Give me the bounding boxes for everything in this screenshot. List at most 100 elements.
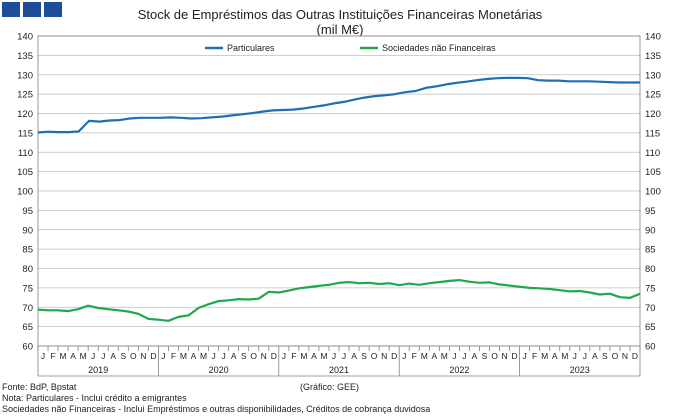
y-tick-label-right: 95 — [645, 206, 656, 217]
x-tick-label: M — [541, 351, 548, 361]
x-tick-label: J — [91, 351, 95, 361]
x-tick-label: J — [221, 351, 225, 361]
y-tick-label-right: 80 — [645, 264, 656, 275]
y-tick-label-right: 110 — [645, 148, 660, 159]
x-tick-label: O — [612, 351, 619, 361]
y-tick-label-left: 105 — [17, 167, 33, 178]
x-tick-label: J — [41, 351, 45, 361]
x-tick-label: A — [592, 351, 598, 361]
legend-label: Particulares — [227, 43, 275, 53]
x-tick-label: N — [381, 351, 387, 361]
y-tick-label-left: 90 — [22, 225, 33, 236]
y-tick-label-right: 60 — [645, 342, 656, 353]
year-label: 2023 — [570, 365, 590, 375]
x-tick-label: M — [320, 351, 327, 361]
x-tick-label: A — [472, 351, 478, 361]
x-tick-label: S — [241, 351, 247, 361]
x-tick-label: J — [583, 351, 587, 361]
footer-note-1: Nota: Particulares - Inclui crédito a em… — [2, 393, 187, 403]
x-tick-label: F — [412, 351, 417, 361]
x-tick-label: J — [282, 351, 286, 361]
x-tick-label: O — [130, 351, 137, 361]
x-tick-label: M — [80, 351, 87, 361]
x-tick-label: M — [60, 351, 67, 361]
x-tick-label: A — [552, 351, 558, 361]
y-tick-label-right: 70 — [645, 303, 656, 314]
x-tick-label: A — [351, 351, 357, 361]
legend-label: Sociedades não Financeiras — [382, 43, 496, 53]
year-label: 2021 — [329, 365, 349, 375]
y-tick-label-right: 75 — [645, 283, 656, 294]
x-tick-label: O — [371, 351, 378, 361]
y-tick-label-right: 115 — [645, 128, 660, 139]
x-tick-label: D — [271, 351, 277, 361]
y-tick-label-left: 75 — [22, 283, 33, 294]
logo-square — [2, 2, 20, 17]
x-tick-label: M — [441, 351, 448, 361]
x-tick-label: J — [332, 351, 336, 361]
x-tick-label: N — [501, 351, 507, 361]
logo-square — [44, 2, 62, 17]
year-label: 2020 — [209, 365, 229, 375]
x-tick-label: J — [211, 351, 215, 361]
year-label: 2019 — [88, 365, 108, 375]
x-tick-label: O — [491, 351, 498, 361]
x-tick-label: M — [300, 351, 307, 361]
x-tick-label: S — [120, 351, 126, 361]
x-tick-label: A — [191, 351, 197, 361]
x-tick-label: M — [180, 351, 187, 361]
x-tick-label: D — [512, 351, 518, 361]
y-tick-label-right: 85 — [645, 245, 656, 256]
x-tick-label: F — [291, 351, 296, 361]
x-tick-label: N — [140, 351, 146, 361]
x-tick-label: J — [573, 351, 577, 361]
year-label: 2022 — [449, 365, 469, 375]
x-tick-label: S — [482, 351, 488, 361]
x-tick-label: F — [532, 351, 537, 361]
y-tick-label-left: 85 — [22, 245, 33, 256]
y-tick-label-right: 105 — [645, 167, 661, 178]
footer-credit: (Gráfico: GEE) — [300, 382, 360, 392]
x-tick-label: N — [622, 351, 628, 361]
y-tick-label-right: 90 — [645, 225, 656, 236]
x-tick-label: J — [452, 351, 456, 361]
series-line-particulares — [37, 76, 640, 134]
y-tick-label-left: 125 — [17, 90, 33, 101]
x-tick-label: J — [101, 351, 105, 361]
y-tick-label-right: 65 — [645, 322, 656, 333]
x-tick-label: J — [402, 351, 406, 361]
y-tick-label-left: 100 — [17, 187, 33, 198]
x-tick-label: A — [70, 351, 76, 361]
y-tick-label-right: 135 — [645, 51, 661, 62]
y-tick-label-left: 80 — [22, 264, 33, 275]
y-tick-label-left: 130 — [17, 70, 33, 81]
chart-subtitle: (mil M€) — [316, 22, 364, 37]
x-tick-label: M — [561, 351, 568, 361]
y-tick-label-right: 130 — [645, 70, 661, 81]
y-tick-label-left: 60 — [22, 342, 33, 353]
x-tick-label: M — [200, 351, 207, 361]
x-tick-label: D — [632, 351, 638, 361]
x-tick-label: J — [342, 351, 346, 361]
y-tick-label-left: 95 — [22, 206, 33, 217]
chart-title: Stock de Empréstimos das Outras Institui… — [137, 7, 543, 22]
x-tick-label: A — [431, 351, 437, 361]
x-tick-label: A — [231, 351, 237, 361]
y-tick-label-left: 115 — [18, 128, 33, 139]
y-tick-label-right: 120 — [645, 109, 661, 120]
footer-source: Fonte: BdP, Bpstat — [2, 382, 77, 392]
y-tick-label-left: 65 — [22, 322, 33, 333]
x-tick-label: J — [462, 351, 466, 361]
plot-frame — [37, 35, 641, 347]
y-tick-label-left: 70 — [22, 303, 33, 314]
y-tick-label-left: 135 — [17, 51, 33, 62]
footer-note-2: Sociedades não Financeiras - Inclui Empr… — [2, 404, 431, 414]
x-tick-label: F — [50, 351, 55, 361]
y-tick-label-left: 120 — [17, 109, 33, 120]
x-tick-label: O — [250, 351, 257, 361]
x-tick-label: N — [261, 351, 267, 361]
x-tick-label: D — [391, 351, 397, 361]
logo-square — [23, 2, 41, 17]
y-tick-label-left: 110 — [18, 148, 33, 159]
x-tick-label: S — [361, 351, 367, 361]
